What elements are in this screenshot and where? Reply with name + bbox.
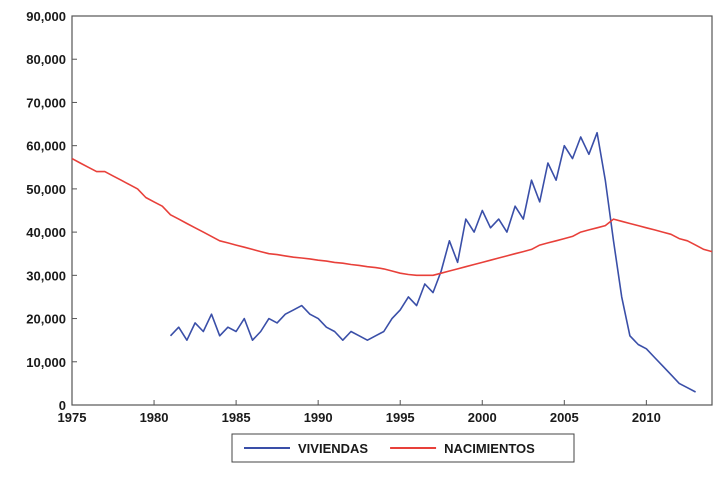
legend: VIVIENDAS NACIMIENTOS [231, 433, 575, 463]
y-tick-label: 10,000 [26, 355, 66, 370]
y-tick-label: 90,000 [26, 9, 66, 24]
x-tick-label: 1990 [304, 410, 333, 425]
y-tick-label: 70,000 [26, 95, 66, 110]
series-line-viviendas [169, 131, 696, 393]
legend-label-nacimientos: NACIMIENTOS [444, 441, 535, 456]
x-tick-label: 1995 [386, 410, 415, 425]
x-tick-label: 1975 [58, 410, 87, 425]
x-axis-ticks: 1975 1980 1985 1990 1995 2000 2005 2010 [58, 400, 661, 425]
plot-border [71, 15, 713, 406]
y-tick-label: 30,000 [26, 268, 66, 283]
x-tick-label: 2005 [550, 410, 579, 425]
y-tick-label: 80,000 [26, 52, 66, 67]
legend-label-viviendas: VIVIENDAS [298, 441, 368, 456]
y-tick-label: 50,000 [26, 182, 66, 197]
x-tick-label: 2010 [632, 410, 661, 425]
x-tick-label: 1980 [140, 410, 169, 425]
y-axis-ticks: 0 10,000 20,000 30,000 40,000 50,000 60,000 70,… [26, 9, 77, 413]
series-layer [71, 131, 713, 393]
y-tick-label: 20,000 [26, 312, 66, 327]
plot-frame [71, 15, 713, 406]
x-tick-label: 2000 [468, 410, 497, 425]
y-tick-label: 60,000 [26, 139, 66, 154]
y-tick-label: 0 [59, 398, 66, 413]
x-tick-label: 1985 [222, 410, 251, 425]
y-tick-label: 40,000 [26, 225, 66, 240]
series-line-nacimientos [71, 157, 713, 277]
